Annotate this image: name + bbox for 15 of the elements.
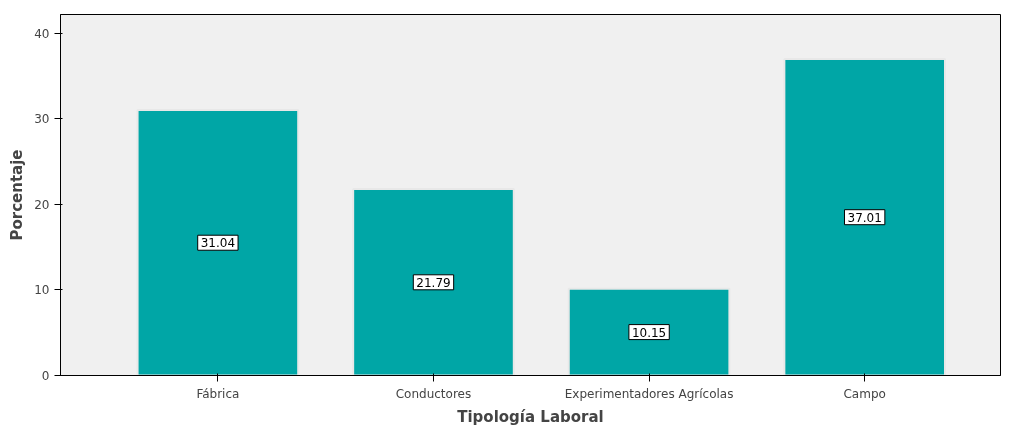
x-tick-label: Experimentadores Agrícolas	[564, 386, 734, 401]
x-tick-label: Conductores	[395, 386, 472, 401]
data-label: 31.04	[200, 236, 236, 251]
data-label: 21.79	[416, 275, 451, 290]
x-tick-label: Fábrica	[196, 386, 240, 401]
y-tick-label: 40	[34, 26, 50, 41]
y-tick-label: 10	[34, 283, 50, 298]
y-tick-label: 20	[34, 197, 50, 212]
x-tick-label: Campo	[843, 386, 886, 401]
data-label: 10.15	[631, 325, 667, 340]
y-axis-title: Porcentaje	[8, 149, 27, 241]
y-tick-label: 30	[34, 112, 50, 127]
x-axis-title: Tipología Laboral	[457, 407, 604, 426]
y-tick-label: 0	[41, 369, 50, 383]
data-label: 37.01	[847, 210, 882, 225]
